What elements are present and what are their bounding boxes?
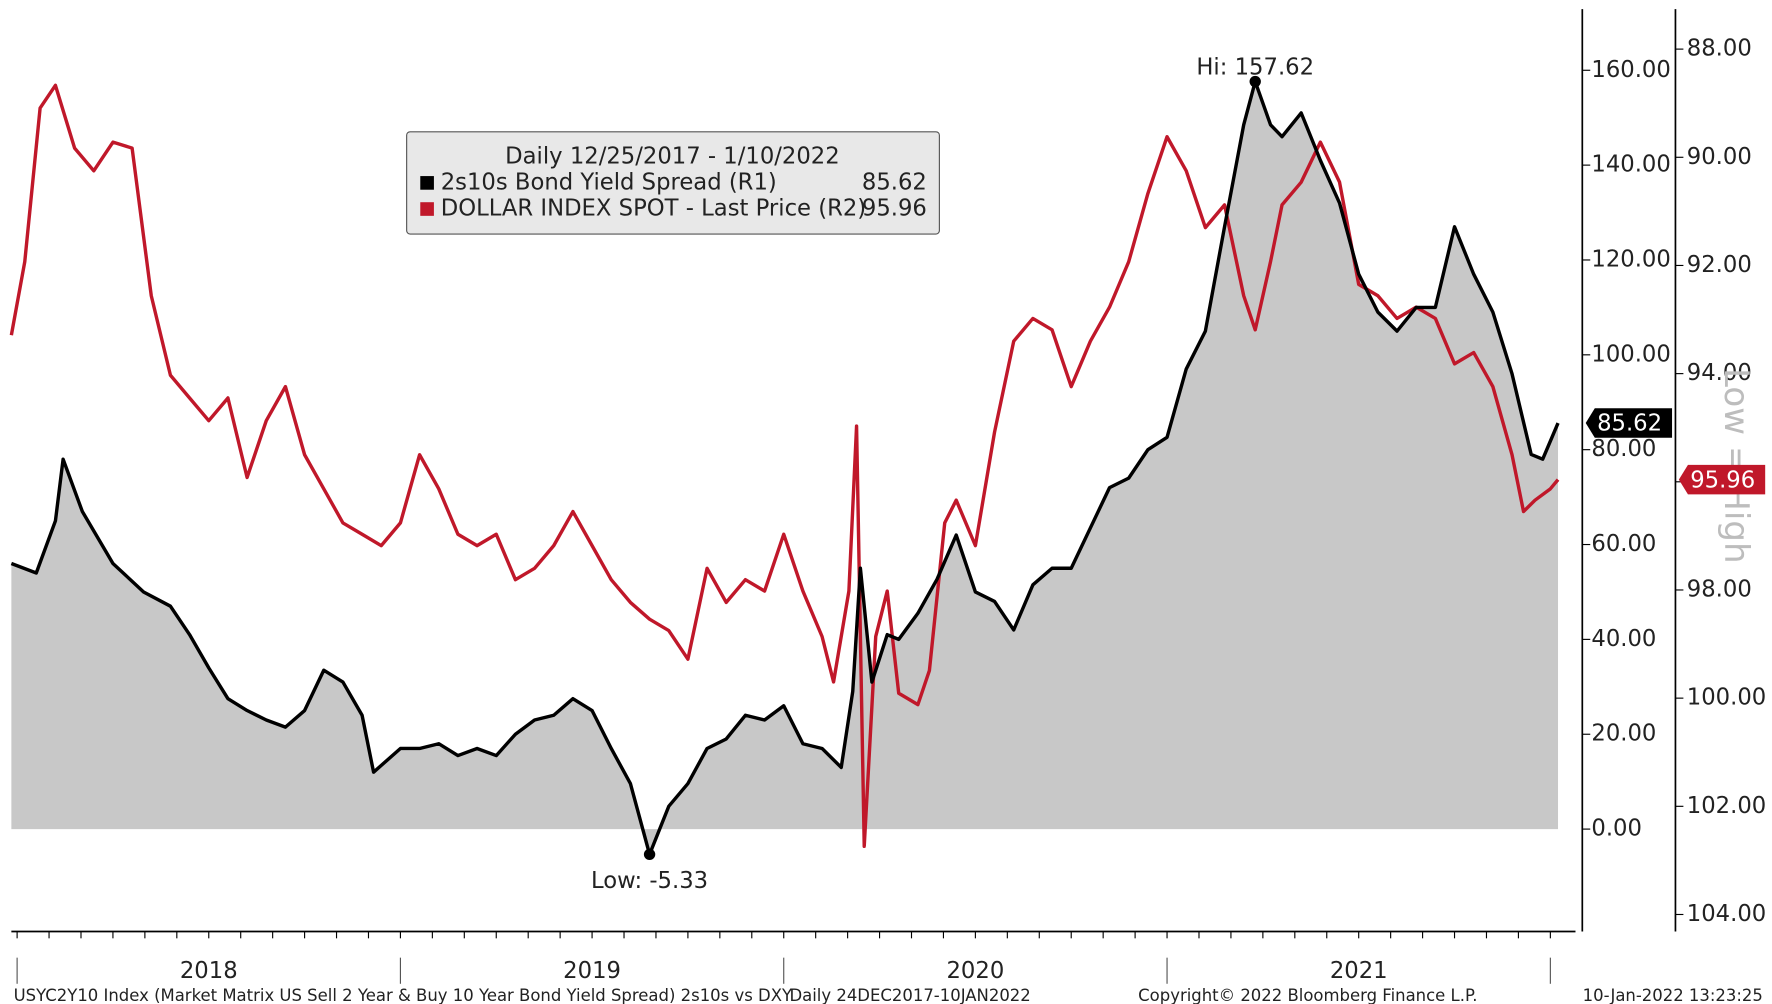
legend-entry: DOLLAR INDEX SPOT - Last Price (R2): [441, 196, 866, 222]
y2-tick-label: 100.00: [1687, 685, 1766, 711]
annotation-label: Hi: 157.62: [1196, 54, 1314, 80]
footer-copyright: Copyright© 2022 Bloomberg Finance L.P.: [1138, 986, 1477, 1004]
annotation-dot: [643, 848, 656, 861]
legend-box: [406, 131, 940, 235]
footer-timestamp: 10-Jan-2022 13:23:25: [1583, 986, 1763, 1004]
x-tick-label: 2021: [1330, 958, 1388, 984]
line: [10, 79, 1560, 857]
y2-tick-label: 94.00: [1687, 360, 1752, 386]
y-tick-label: 0.00: [1591, 816, 1642, 842]
y-tick-label: 140.00: [1591, 152, 1670, 178]
last-value-label: 95.96: [1690, 467, 1755, 493]
y-tick-label: 20.00: [1591, 721, 1656, 747]
x-tick-label: 2019: [563, 958, 621, 984]
legend-swatch: [420, 176, 434, 190]
footer-range: Daily 24DEC2017-10JAN2022: [789, 986, 1030, 1004]
x-tick-label: 2018: [180, 958, 238, 984]
footer-description: USYC2Y10 Index (Market Matrix US Sell 2 …: [14, 986, 793, 1004]
x-tick-label: 2020: [947, 958, 1005, 984]
line: [9, 83, 1560, 849]
y-tick-label: 160.00: [1591, 57, 1670, 83]
y-tick-label: 100.00: [1591, 341, 1670, 367]
y-tick-label: 40.00: [1591, 626, 1656, 652]
y-tick-label: 60.00: [1591, 531, 1656, 557]
area: [11, 81, 1559, 855]
legend-title: Daily 12/25/2017 - 1/10/2022: [505, 143, 840, 169]
y2-tick-label: 88.00: [1687, 36, 1752, 62]
last-value-tag: [1678, 464, 1766, 495]
last-value-tag: [1585, 408, 1673, 438]
legend-value: 95.96: [862, 196, 927, 222]
legend-value: 85.62: [862, 169, 927, 195]
y2-tick-label: 98.00: [1687, 576, 1752, 602]
plot-layer: [9, 79, 1560, 857]
y2-tick-label: 92.00: [1687, 252, 1752, 278]
legend-swatch: [420, 202, 434, 216]
legend-entry: 2s10s Bond Yield Spread (R1): [441, 169, 777, 195]
y-tick-label: 80.00: [1591, 436, 1656, 462]
y2-tick-label: 90.00: [1687, 144, 1752, 170]
y-tick-label: 120.00: [1591, 246, 1670, 272]
y2-tick-label: 104.00: [1687, 901, 1766, 927]
annotation-label: Low: -5.33: [591, 868, 708, 894]
y2-tick-label: 102.00: [1687, 793, 1766, 819]
annotation-dot: [1249, 75, 1261, 88]
last-value-label: 85.62: [1597, 411, 1662, 437]
